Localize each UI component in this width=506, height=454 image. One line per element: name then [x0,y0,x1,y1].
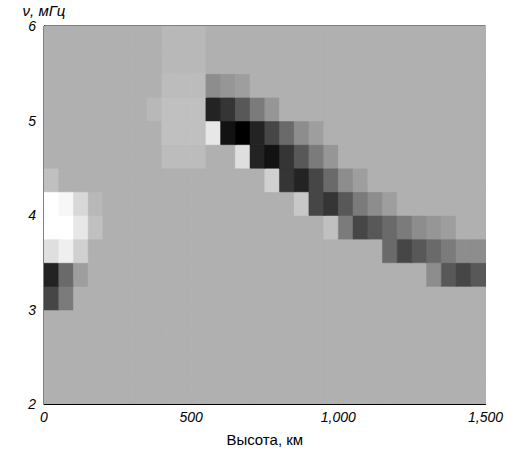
svg-text:0: 0 [40,409,48,425]
svg-text:6: 6 [28,18,36,34]
svg-text:Высота, км: Высота, км [226,431,303,448]
svg-text:ν, мГц: ν, мГц [23,2,66,19]
svg-text:1,500: 1,500 [468,409,503,425]
svg-text:3: 3 [28,302,36,318]
svg-text:5: 5 [28,113,36,129]
svg-text:4: 4 [28,207,36,223]
svg-text:500: 500 [179,409,203,425]
svg-text:2: 2 [27,396,36,412]
svg-text:1,000: 1,000 [321,409,356,425]
